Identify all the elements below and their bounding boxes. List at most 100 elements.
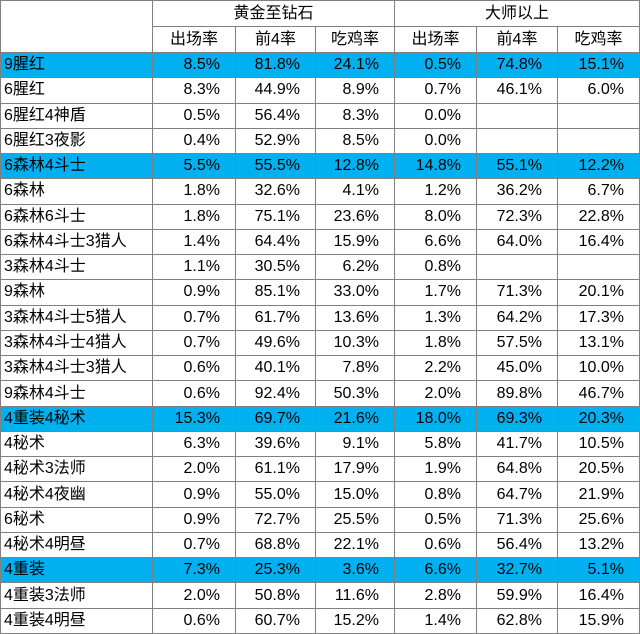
cell-gold-win-rate: 13.6% [316,305,395,331]
cell-gold-top4-rate: 40.1% [236,356,316,382]
cell-gold-win-rate: 3.6% [316,558,395,584]
cell-gold-win-rate: 25.5% [316,507,395,533]
cell-master-appearance-rate: 0.6% [395,532,477,559]
cell-gold-appearance-rate: 2.0% [153,457,236,483]
cell-master-appearance-rate: 1.7% [395,280,477,306]
col-header-gold-appearance-rate: 出场率 [153,27,236,53]
cell-gold-top4-rate: 81.8% [236,53,316,79]
cell-master-top4-rate: 32.7% [477,558,558,584]
cell-gold-win-rate: 8.3% [316,103,395,129]
cell-gold-win-rate: 33.0% [316,280,395,306]
row-label: 4重装3法师 [0,583,153,609]
col-header-master-top4-rate: 前4率 [477,27,558,53]
cell-master-win-rate: 17.3% [558,305,640,331]
cell-gold-appearance-rate: 0.6% [153,381,236,407]
cell-gold-win-rate: 6.2% [316,255,395,281]
row-label: 3森林4斗士5猎人 [0,305,153,331]
cell-master-top4-rate: 64.7% [477,482,558,508]
cell-master-top4-rate: 71.3% [477,507,558,533]
cell-gold-top4-rate: 60.7% [236,608,316,634]
row-label: 4重装4明昼 [0,608,153,634]
cell-master-appearance-rate: 8.0% [395,204,477,230]
cell-master-win-rate: 6.0% [558,78,640,104]
row-label: 4重装4秘术 [0,406,153,432]
cell-gold-top4-rate: 44.9% [236,78,316,104]
cell-master-appearance-rate: 18.0% [395,406,477,432]
cell-gold-appearance-rate: 8.5% [153,53,236,79]
cell-gold-top4-rate: 85.1% [236,280,316,306]
cell-gold-top4-rate: 68.8% [236,532,316,559]
row-label: 6秘术 [0,507,153,533]
cell-master-win-rate: 16.4% [558,229,640,256]
corner-cell [0,0,153,53]
cell-master-win-rate: 15.9% [558,608,640,634]
cell-gold-win-rate: 15.2% [316,608,395,634]
cell-master-appearance-rate: 6.6% [395,558,477,584]
cell-gold-top4-rate: 69.7% [236,406,316,432]
row-label: 3森林4斗士3猎人 [0,356,153,382]
row-label: 9腥红 [0,53,153,79]
cell-gold-top4-rate: 92.4% [236,381,316,407]
cell-master-top4-rate: 71.3% [477,280,558,306]
row-label: 6森林6斗士 [0,204,153,230]
cell-gold-top4-rate: 55.5% [236,154,316,180]
cell-master-win-rate: 10.5% [558,431,640,458]
cell-master-appearance-rate: 0.0% [395,103,477,129]
group-header-master-and-above: 大师以上 [395,0,640,27]
cell-gold-win-rate: 15.9% [316,229,395,256]
cell-gold-appearance-rate: 0.7% [153,532,236,559]
cell-gold-top4-rate: 61.1% [236,457,316,483]
cell-master-top4-rate: 69.3% [477,406,558,432]
cell-master-win-rate: 21.9% [558,482,640,508]
cell-master-appearance-rate: 6.6% [395,229,477,256]
cell-gold-win-rate: 9.1% [316,431,395,458]
cell-master-appearance-rate: 1.4% [395,608,477,634]
cell-gold-appearance-rate: 0.6% [153,356,236,382]
cell-master-appearance-rate: 1.8% [395,330,477,357]
row-label: 9森林 [0,280,153,306]
cell-master-win-rate: 20.3% [558,406,640,432]
cell-gold-win-rate: 21.6% [316,406,395,432]
cell-master-top4-rate: 56.4% [477,532,558,559]
cell-gold-top4-rate: 72.7% [236,507,316,533]
cell-master-win-rate: 20.5% [558,457,640,483]
cell-gold-appearance-rate: 0.9% [153,280,236,306]
cell-master-win-rate: 46.7% [558,381,640,407]
row-label: 4重装 [0,558,153,584]
cell-master-appearance-rate: 2.2% [395,356,477,382]
cell-master-top4-rate: 45.0% [477,356,558,382]
cell-master-top4-rate: 74.8% [477,53,558,79]
cell-master-appearance-rate: 1.2% [395,179,477,205]
cell-master-top4-rate: 89.8% [477,381,558,407]
cell-gold-appearance-rate: 0.7% [153,330,236,357]
cell-gold-win-rate: 23.6% [316,204,395,230]
cell-master-win-rate [558,128,640,155]
cell-master-win-rate: 12.2% [558,154,640,180]
cell-master-appearance-rate: 0.7% [395,78,477,104]
cell-master-win-rate [558,103,640,129]
cell-gold-win-rate: 50.3% [316,381,395,407]
cell-master-appearance-rate: 0.5% [395,507,477,533]
cell-gold-win-rate: 15.0% [316,482,395,508]
cell-master-top4-rate: 72.3% [477,204,558,230]
row-label: 6森林4斗士 [0,154,153,180]
cell-master-top4-rate: 64.8% [477,457,558,483]
row-label: 6森林 [0,179,153,205]
cell-master-top4-rate: 64.2% [477,305,558,331]
row-label: 3森林4斗士 [0,255,153,281]
row-label: 6腥红3夜影 [0,128,153,155]
cell-master-top4-rate: 57.5% [477,330,558,357]
cell-master-win-rate: 13.2% [558,532,640,559]
cell-gold-appearance-rate: 2.0% [153,583,236,609]
cell-gold-win-rate: 10.3% [316,330,395,357]
cell-master-win-rate: 16.4% [558,583,640,609]
cell-gold-top4-rate: 55.0% [236,482,316,508]
cell-gold-top4-rate: 52.9% [236,128,316,155]
row-label: 6森林4斗士3猎人 [0,229,153,256]
cell-master-top4-rate: 41.7% [477,431,558,458]
cell-master-top4-rate: 36.2% [477,179,558,205]
cell-gold-top4-rate: 50.8% [236,583,316,609]
cell-gold-appearance-rate: 0.4% [153,128,236,155]
cell-master-top4-rate: 64.0% [477,229,558,256]
col-header-gold-top4-rate: 前4率 [236,27,316,53]
